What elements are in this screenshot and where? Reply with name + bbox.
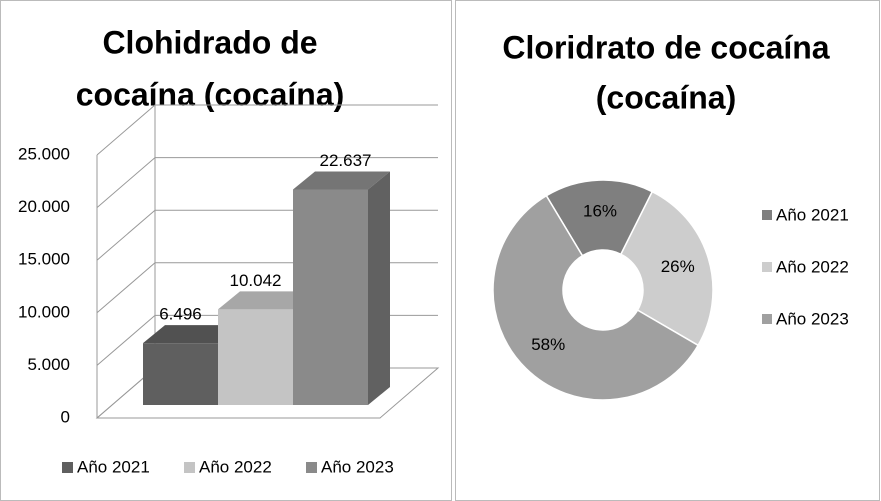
legend-swatch: [184, 462, 195, 473]
bar-side: [368, 171, 390, 405]
y-tick-label: 15.000: [18, 250, 70, 269]
legend-label: Año 2022: [199, 457, 272, 476]
y-tick-label: 0: [61, 407, 70, 426]
y-tick-label: 20.000: [18, 197, 70, 216]
legend-label: Año 2023: [776, 309, 849, 328]
donut-slice: [545, 179, 654, 257]
chart-title: Cloridrato de cocaína: [502, 29, 829, 65]
bar: [143, 343, 218, 405]
chart-title: (cocaína): [596, 79, 736, 115]
data-label: 6.496: [159, 305, 202, 324]
donut-slice: [492, 194, 700, 401]
bar-top: [293, 171, 390, 190]
bar-top: [143, 325, 240, 344]
data-label: 22.637: [320, 151, 372, 170]
legend-label: Año 2023: [321, 457, 394, 476]
legend-swatch: [306, 462, 317, 473]
bar: [218, 309, 293, 405]
legend-swatch: [762, 262, 772, 272]
legend-label: Año 2022: [776, 257, 849, 276]
y-tick-label: 5.000: [27, 355, 70, 374]
data-label: 10.042: [230, 271, 282, 290]
legend-swatch: [762, 314, 772, 324]
y-tick-label: 10.000: [18, 302, 70, 321]
data-label: 58%: [531, 335, 565, 354]
chart-title: cocaína (cocaína): [76, 76, 345, 112]
data-label: 26%: [661, 257, 695, 276]
legend-swatch: [62, 462, 73, 473]
y-tick-label: 25.000: [18, 144, 70, 163]
bar-top: [218, 291, 315, 310]
legend-swatch: [762, 210, 772, 220]
bar: [293, 189, 368, 405]
legend-label: Año 2021: [77, 457, 150, 476]
donut-slice: [619, 190, 714, 347]
legend-label: Año 2021: [776, 205, 849, 224]
chart-title: Clohidrado de: [102, 24, 317, 60]
data-label: 16%: [583, 202, 617, 221]
